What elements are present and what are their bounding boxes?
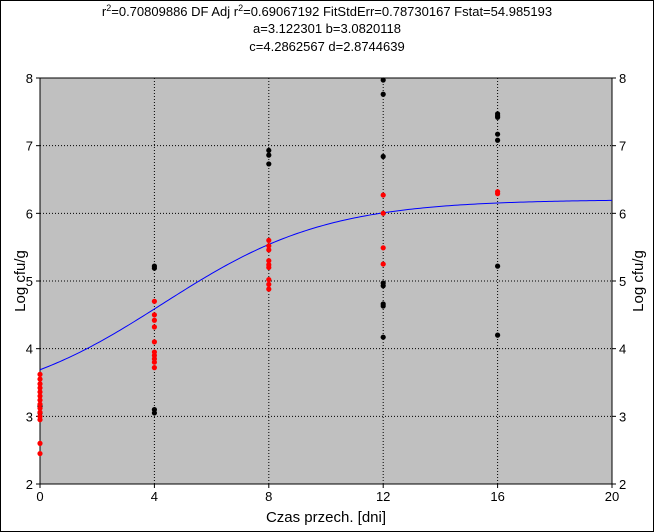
fit-stats-line-1: r2=0.70809886 DF Adj r2=0.69067192 FitSt… (101, 3, 553, 19)
x-tick-label: 8 (265, 489, 272, 504)
axis-ticks: 0 4 8 12 16 202 23 34 45 56 67 78 8 (26, 71, 626, 504)
data-point-red (37, 409, 43, 415)
data-point-red (266, 243, 272, 249)
data-point-red (37, 397, 43, 403)
fit-params-ab: a=3.122301 b=3.0820118 (253, 21, 401, 36)
data-point-black (266, 152, 272, 158)
x-tick-label: 4 (151, 489, 158, 504)
y-tick-label-left: 8 (26, 71, 33, 86)
x-tick-label: 16 (490, 489, 504, 504)
data-point-red (37, 440, 43, 446)
fit-curve (39, 199, 613, 371)
x-tick-label: 0 (36, 489, 43, 504)
x-axis-label: Czas przech. [dni] (266, 509, 386, 526)
data-point-red (266, 247, 272, 253)
y-tick-label-right: 7 (619, 139, 626, 154)
data-point-black (495, 332, 501, 338)
x-tick-label: 20 (605, 489, 619, 504)
y-tick-label-right: 5 (619, 274, 626, 289)
data-point-black (380, 303, 386, 309)
data-point-red (151, 317, 157, 323)
data-point-black (495, 137, 501, 143)
data-point-red (151, 365, 157, 371)
data-point-black (380, 334, 386, 340)
y-tick-label-right: 2 (619, 477, 626, 492)
y-tick-label-left: 2 (26, 477, 33, 492)
data-point-black (151, 410, 157, 416)
data-point-black (495, 131, 501, 137)
data-point-red (151, 312, 157, 318)
y-tick-label-right: 6 (619, 206, 626, 221)
data-point-red (151, 298, 157, 304)
data-points (37, 77, 501, 457)
data-point-red (266, 264, 272, 271)
data-point-red (151, 339, 157, 345)
y-tick-label-left: 3 (26, 409, 33, 424)
data-point-red (380, 210, 386, 216)
data-point-red (380, 245, 386, 251)
data-point-red (37, 371, 43, 377)
data-point-black (495, 114, 501, 120)
data-point-red (37, 417, 43, 423)
data-point-black (380, 91, 386, 97)
data-point-black (266, 147, 272, 154)
y-tick-label-left: 4 (26, 342, 33, 357)
data-point-red (37, 401, 43, 407)
fit-curve-group (39, 199, 613, 371)
data-point-red (266, 258, 272, 264)
data-point-red (266, 281, 272, 287)
data-point-red (37, 385, 43, 391)
data-point-red (37, 376, 43, 382)
y-tick-label-left: 7 (26, 139, 33, 154)
y-tick-label-left: 5 (26, 274, 33, 289)
data-point-red (266, 277, 272, 283)
data-point-red (266, 237, 272, 243)
y-tick-label-right: 3 (619, 409, 626, 424)
data-point-red (495, 191, 501, 197)
y-axis-label-left: Log cfu/g (12, 250, 29, 312)
y-axis-label-right: Log cfu/g (630, 250, 647, 312)
data-point-black (151, 265, 157, 271)
data-point-red (37, 393, 43, 399)
data-point-red (266, 286, 272, 292)
data-point-black (495, 263, 501, 269)
data-point-red (37, 405, 43, 411)
data-point-black (380, 77, 386, 83)
data-point-red (151, 359, 157, 365)
y-tick-label-right: 8 (619, 71, 626, 86)
data-point-black (380, 283, 386, 289)
data-point-red (380, 261, 386, 267)
x-tick-label: 12 (376, 489, 390, 504)
fit-params-cd: c=4.2862567 d=2.8744639 (249, 39, 405, 54)
data-point-red (151, 324, 157, 330)
data-point-red (37, 450, 43, 457)
y-tick-label-right: 4 (619, 342, 626, 357)
data-point-black (266, 161, 272, 167)
data-point-red (380, 192, 386, 198)
data-point-red (37, 381, 43, 387)
y-tick-label-left: 6 (26, 206, 33, 221)
data-point-red (37, 389, 43, 395)
data-point-black (380, 153, 386, 160)
grid-lines (40, 78, 612, 484)
